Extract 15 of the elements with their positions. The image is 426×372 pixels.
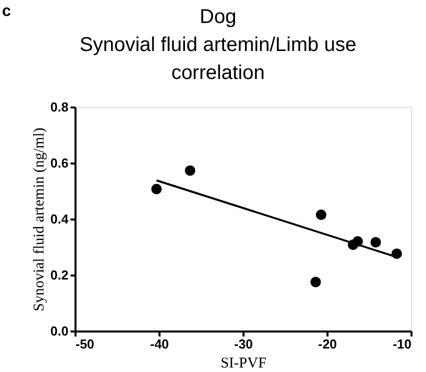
y-tick-label: 0.8	[50, 100, 68, 114]
chart-subtitle: Synovial fluid artemin/Limb use correlation	[80, 34, 356, 84]
x-axis-title: SI-PVF	[220, 356, 266, 372]
y-tick-label: 0.6	[50, 156, 68, 170]
x-tick-label: -10	[392, 336, 412, 352]
y-tick-label: 0.0	[50, 324, 68, 338]
x-tick-label: -30	[234, 336, 253, 352]
y-tick-label: 0.2	[50, 268, 68, 282]
chart-title: Dog	[200, 6, 236, 28]
text: c	[2, 3, 11, 20]
y-tick-label: 0.4	[50, 212, 70, 226]
x-tick-label: -20	[318, 336, 337, 352]
y-axis-title: Synovial fluid artemin (ng/ml)	[31, 128, 48, 312]
x-tick-label: -40	[150, 336, 169, 352]
x-tick-label: -50	[76, 336, 94, 352]
